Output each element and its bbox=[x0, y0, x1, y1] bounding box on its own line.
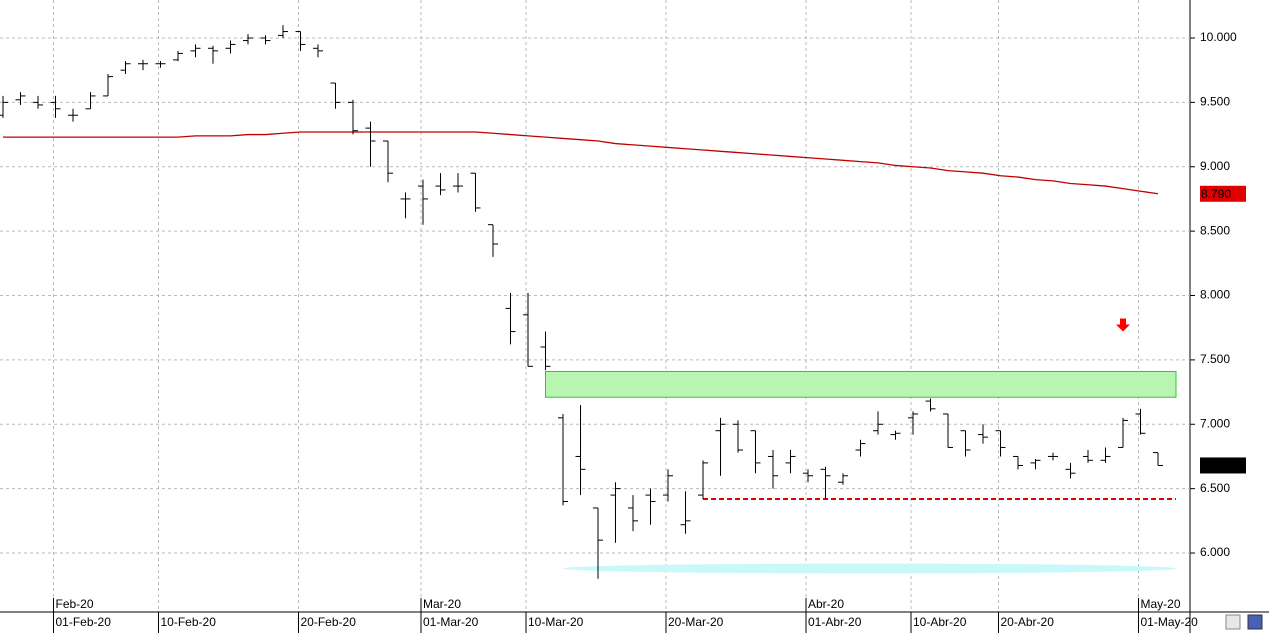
y-tick-label: 6.500 bbox=[1200, 481, 1230, 495]
tool-icon[interactable] bbox=[1225, 614, 1241, 630]
x-tick-label: 01-Mar-20 bbox=[423, 615, 479, 629]
support-ellipse bbox=[563, 563, 1176, 574]
x-tick-label: 20-Feb-20 bbox=[301, 615, 357, 629]
y-tick-label: 10.000 bbox=[1200, 30, 1237, 44]
ma-last-box bbox=[1200, 185, 1246, 202]
x-tick-label: 01-Abr-20 bbox=[808, 615, 862, 629]
x-tick-label: 01-Feb-20 bbox=[56, 615, 112, 629]
moving-average bbox=[3, 131, 1159, 195]
x-tick-label: 20-Mar-20 bbox=[668, 615, 724, 629]
y-tick-label: 9.500 bbox=[1200, 95, 1230, 109]
month-label: May-20 bbox=[1141, 597, 1181, 611]
y-tick-label: 7.500 bbox=[1200, 352, 1230, 366]
x-tick-label: 10-Feb-20 bbox=[161, 615, 217, 629]
y-tick-label: 7.000 bbox=[1200, 416, 1230, 430]
x-tick-label: 20-Abr-20 bbox=[1001, 615, 1055, 629]
y-tick-label: 9.000 bbox=[1200, 159, 1230, 173]
x-tick-label: 10-Mar-20 bbox=[528, 615, 584, 629]
down-arrow bbox=[1116, 318, 1130, 332]
month-label: Feb-20 bbox=[56, 597, 94, 611]
y-tick-label: 6.000 bbox=[1200, 545, 1230, 559]
x-tick-label: 01-May-20 bbox=[1141, 615, 1199, 629]
y-tick-label: 8.000 bbox=[1200, 288, 1230, 302]
save-icon[interactable] bbox=[1247, 614, 1263, 630]
x-tick-label: 10-Abr-20 bbox=[913, 615, 967, 629]
resistance-zone bbox=[545, 370, 1177, 398]
month-label: Mar-20 bbox=[423, 597, 461, 611]
month-label: Abr-20 bbox=[808, 597, 844, 611]
y-tick-label: 8.500 bbox=[1200, 223, 1230, 237]
ma-last-label: 8.790 bbox=[1201, 187, 1231, 201]
last-close-box bbox=[1200, 457, 1246, 474]
